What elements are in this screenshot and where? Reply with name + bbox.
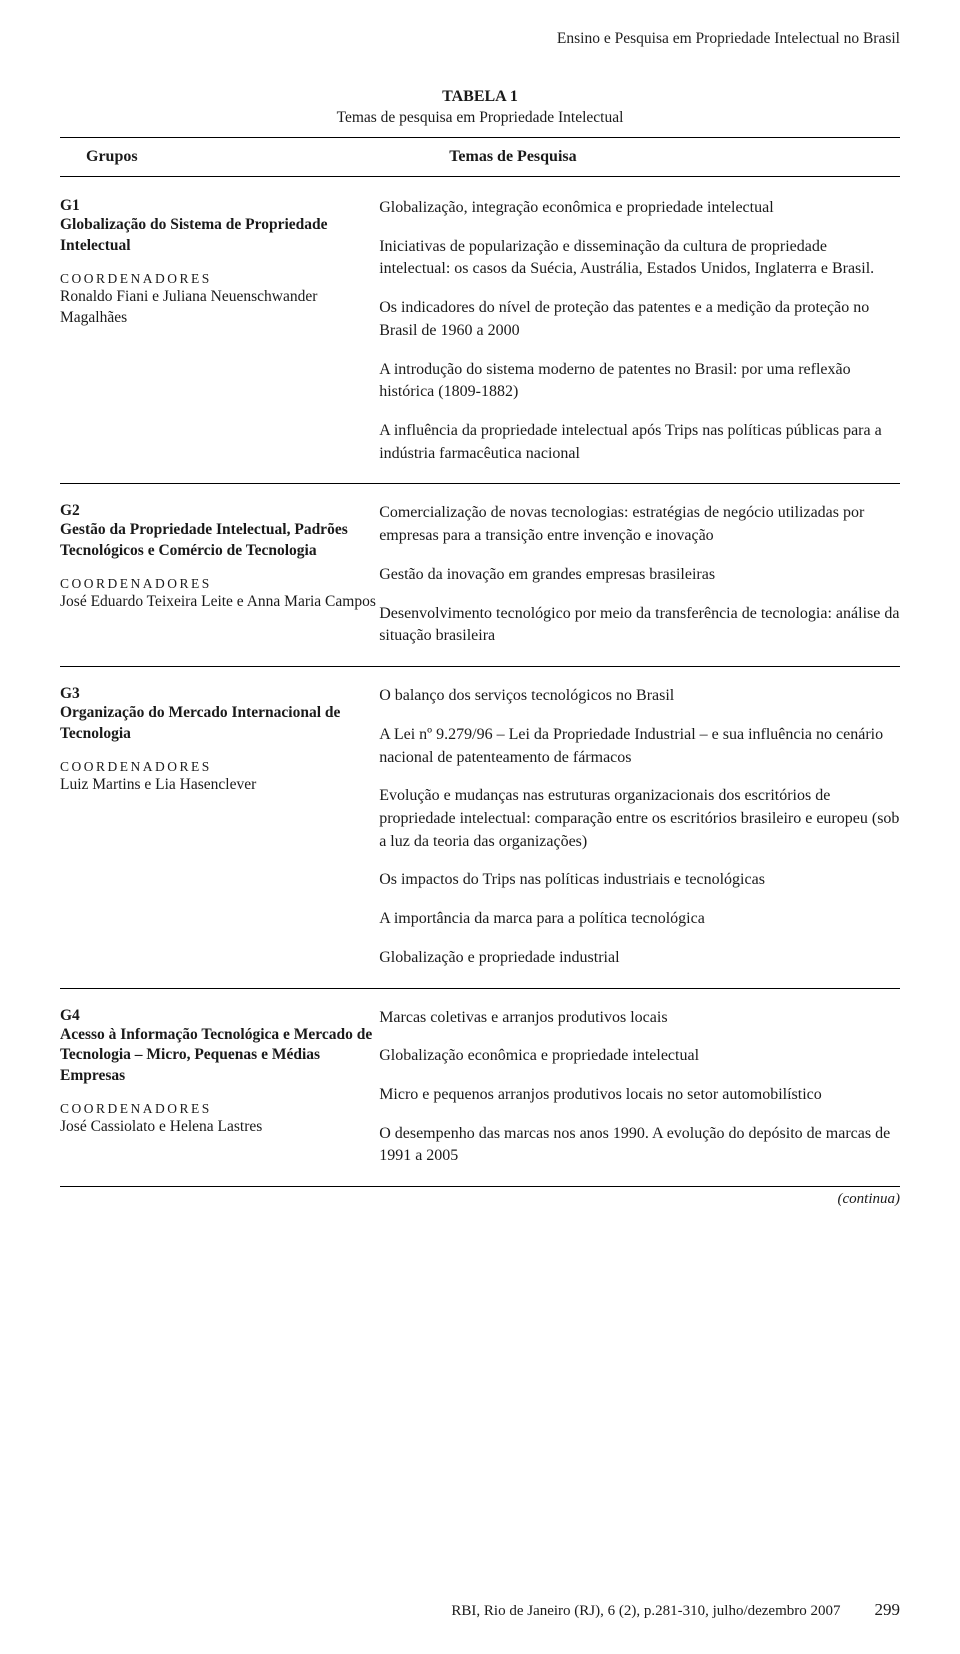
topic-item: Iniciativas de popularização e dissemina…	[379, 236, 900, 281]
topics-cell: Marcas coletivas e arranjos produtivos l…	[379, 1007, 900, 1169]
table-body: G1Globalização do Sistema de Propriedade…	[60, 197, 900, 1187]
topic-item: Globalização econômica e propriedade int…	[379, 1045, 900, 1068]
topic-item: Os indicadores do nível de proteção das …	[379, 297, 900, 342]
table-row: G4Acesso à Informação Tecnológica e Merc…	[60, 1007, 900, 1188]
group-cell: G3Organização do Mercado Internacional d…	[60, 685, 379, 969]
group-title: Gestão da Propriedade Intelectual, Padrõ…	[60, 520, 379, 562]
coordinator-label: COORDENADORES	[60, 576, 379, 592]
coordinator-label: COORDENADORES	[60, 759, 379, 775]
table-top-rule	[60, 137, 900, 138]
topic-item: O balanço dos serviços tecnológicos no B…	[379, 685, 900, 708]
topics-cell: Globalização, integração econômica e pro…	[379, 197, 900, 465]
group-title: Acesso à Informação Tecnológica e Mercad…	[60, 1025, 379, 1088]
group-title: Globalização do Sistema de Propriedade I…	[60, 215, 379, 257]
coordinator-names: José Cassiolato e Helena Lastres	[60, 1117, 379, 1138]
topic-item: Gestão da inovação em grandes empresas b…	[379, 564, 900, 587]
topics-cell: O balanço dos serviços tecnológicos no B…	[379, 685, 900, 969]
coordinator-names: José Eduardo Teixeira Leite e Anna Maria…	[60, 592, 379, 613]
table-row: G3Organização do Mercado Internacional d…	[60, 685, 900, 988]
footer-citation: RBI, Rio de Janeiro (RJ), 6 (2), p.281-3…	[451, 1603, 840, 1620]
group-cell: G1Globalização do Sistema de Propriedade…	[60, 197, 379, 465]
topic-item: Comercialização de novas tecnologias: es…	[379, 502, 900, 547]
table-number: TABELA 1	[60, 88, 900, 106]
topic-item: Os impactos do Trips nas políticas indus…	[379, 869, 900, 892]
topic-item: A influência da propriedade intelectual …	[379, 420, 900, 465]
topic-item: Desenvolvimento tecnológico por meio da …	[379, 603, 900, 648]
continues-label: (continua)	[60, 1191, 900, 1208]
topic-item: Globalização, integração econômica e pro…	[379, 197, 900, 220]
page-footer: RBI, Rio de Janeiro (RJ), 6 (2), p.281-3…	[60, 1600, 900, 1620]
topic-item: A importância da marca para a política t…	[379, 908, 900, 931]
coordinator-label: COORDENADORES	[60, 1101, 379, 1117]
column-header-topics: Temas de Pesquisa	[379, 148, 900, 166]
group-code: G3	[60, 685, 379, 703]
column-header-groups: Grupos	[60, 148, 379, 166]
coordinator-label: COORDENADORES	[60, 271, 379, 287]
topic-item: Micro e pequenos arranjos produtivos loc…	[379, 1084, 900, 1107]
group-code: G2	[60, 502, 379, 520]
group-cell: G2Gestão da Propriedade Intelectual, Pad…	[60, 502, 379, 648]
running-header: Ensino e Pesquisa em Propriedade Intelec…	[60, 30, 900, 48]
coordinator-names: Luiz Martins e Lia Hasenclever	[60, 775, 379, 796]
topic-item: Globalização e propriedade industrial	[379, 947, 900, 970]
group-code: G1	[60, 197, 379, 215]
table-row: G2Gestão da Propriedade Intelectual, Pad…	[60, 502, 900, 667]
group-code: G4	[60, 1007, 379, 1025]
topic-item: Marcas coletivas e arranjos produtivos l…	[379, 1007, 900, 1030]
coordinator-names: Ronaldo Fiani e Juliana Neuenschwander M…	[60, 287, 379, 329]
topic-item: A Lei nº 9.279/96 – Lei da Propriedade I…	[379, 724, 900, 769]
topic-item: O desempenho das marcas nos anos 1990. A…	[379, 1123, 900, 1168]
group-title: Organização do Mercado Internacional de …	[60, 703, 379, 745]
group-cell: G4Acesso à Informação Tecnológica e Merc…	[60, 1007, 379, 1169]
topic-item: A introdução do sistema moderno de paten…	[379, 359, 900, 404]
footer-page-number: 299	[875, 1600, 901, 1620]
table-row: G1Globalização do Sistema de Propriedade…	[60, 197, 900, 484]
column-headers: Grupos Temas de Pesquisa	[60, 144, 900, 177]
topic-item: Evolução e mudanças nas estruturas organ…	[379, 785, 900, 853]
topics-cell: Comercialização de novas tecnologias: es…	[379, 502, 900, 648]
table-title: Temas de pesquisa em Propriedade Intelec…	[60, 109, 900, 127]
